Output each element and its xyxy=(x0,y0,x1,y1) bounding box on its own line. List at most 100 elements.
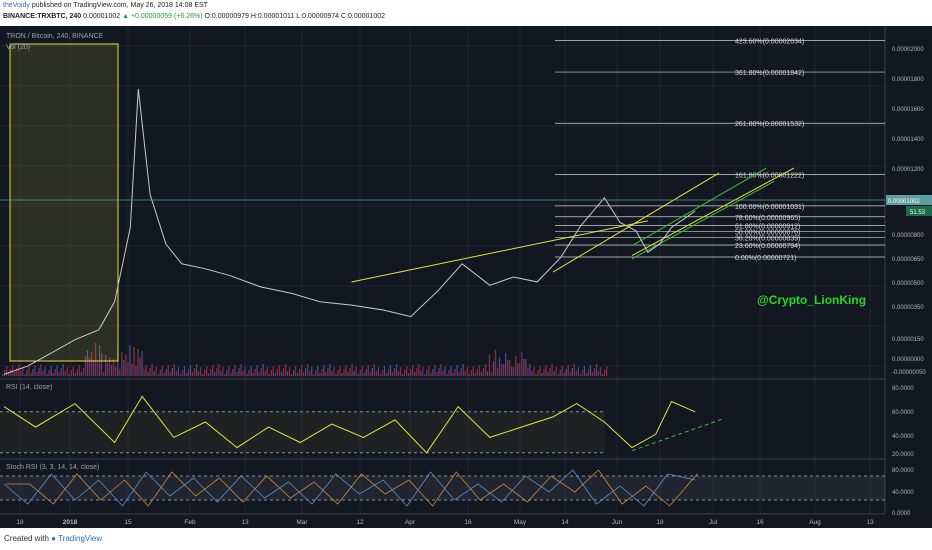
volume-bar xyxy=(296,373,299,376)
time-axis-tick: Mar xyxy=(296,519,308,526)
tradingview-brand[interactable]: TradingView xyxy=(58,534,103,543)
trendline[interactable] xyxy=(631,180,775,260)
volume-bar xyxy=(432,369,434,376)
volume-bar xyxy=(127,362,129,376)
volume-bar xyxy=(226,370,228,376)
volume-bar xyxy=(111,365,113,376)
volume-bar xyxy=(78,365,81,376)
volume-bar xyxy=(197,371,200,376)
volume-bar xyxy=(50,366,52,376)
volume-bar xyxy=(500,364,503,376)
time-axis-tick: 16 xyxy=(464,519,472,526)
volume-bar xyxy=(474,373,476,376)
stoch-axis-tick: 0.0000 xyxy=(892,511,911,517)
volume-bar xyxy=(113,359,115,376)
rsi-axis-tick: 80.0000 xyxy=(892,386,914,392)
trendline[interactable] xyxy=(631,167,767,247)
last-price: 0.00001002 xyxy=(83,13,121,20)
volume-bar xyxy=(387,369,390,376)
volume-bar xyxy=(545,365,547,376)
rsi-axis-tick: 60.0000 xyxy=(892,410,914,416)
volume-bar xyxy=(458,372,460,376)
volume-bar xyxy=(288,367,291,376)
volume-bar xyxy=(444,367,446,376)
volume-bar xyxy=(555,367,557,376)
volume-bar xyxy=(347,372,349,376)
volume-bar xyxy=(169,372,171,376)
volume-bar xyxy=(367,365,369,376)
volume-bar xyxy=(187,369,190,376)
volume-bar xyxy=(252,373,254,376)
trendline[interactable] xyxy=(631,167,795,256)
volume-bar xyxy=(391,372,394,376)
volume-bar xyxy=(56,365,58,376)
volume-bar xyxy=(286,371,289,376)
volume-bar xyxy=(157,374,159,376)
volume-bar xyxy=(250,366,252,376)
trendline[interactable] xyxy=(351,220,648,283)
volume-bar xyxy=(189,365,192,376)
stoch-label: Stoch RSI (3, 3, 14, 14, close) xyxy=(6,464,99,471)
volume-bar xyxy=(161,366,163,376)
volume-bar xyxy=(317,366,319,376)
volume-bar xyxy=(117,350,119,376)
volume-bar xyxy=(300,365,303,376)
volume-bar xyxy=(179,374,182,376)
volume-bar xyxy=(323,365,325,376)
trendline[interactable] xyxy=(552,172,720,273)
rsi-axis-tick: 20.0000 xyxy=(892,452,914,458)
volume-bar xyxy=(472,366,474,376)
time-axis-tick: 13 xyxy=(866,519,874,526)
price-axis-tick: 0.00001600 xyxy=(892,107,924,113)
time-axis-tick: 14 xyxy=(561,519,569,526)
volume-bar xyxy=(539,366,541,376)
price-axis-tick: 0.00001200 xyxy=(892,167,924,173)
volume-bar xyxy=(264,371,266,376)
volume-bar xyxy=(94,343,97,376)
volume-bar xyxy=(145,365,147,376)
volume-bar xyxy=(543,369,545,376)
volume-bar xyxy=(450,366,452,376)
rsi-label: RSI (14, close) xyxy=(6,384,52,391)
volume-bar xyxy=(216,368,218,376)
volume-bar xyxy=(585,373,588,376)
volume-bar xyxy=(496,368,499,376)
volume-bar xyxy=(559,370,561,376)
chart-svg[interactable]: 423.60%(0.00002034) 361.80%(0.00001842) 26… xyxy=(0,26,932,528)
volume-bar xyxy=(212,365,214,376)
volume-bar xyxy=(240,364,242,376)
volume-bar xyxy=(206,366,208,376)
volume-bar xyxy=(377,367,380,376)
time-axis-tick: 16 xyxy=(756,519,764,526)
volume-bar xyxy=(355,367,357,376)
rsi-band xyxy=(0,411,605,453)
highlight-box xyxy=(9,43,119,362)
volume-bar xyxy=(523,359,525,376)
rsi-trendline[interactable] xyxy=(631,418,724,452)
volume-bar xyxy=(173,364,175,376)
volume-bar xyxy=(466,367,468,376)
volume-bar xyxy=(529,364,531,376)
price-axis-tick: 0.00000350 xyxy=(892,305,924,311)
volume-bar xyxy=(262,364,264,376)
stoch-axis-tick: 40.0000 xyxy=(892,490,914,496)
volume-bar xyxy=(52,373,54,376)
volume-bar xyxy=(246,374,248,376)
chart-area[interactable]: 423.60%(0.00002034) 361.80%(0.00001842) 26… xyxy=(0,26,932,528)
volume-bar xyxy=(185,373,188,376)
volume-bar xyxy=(254,369,256,376)
volume-bar xyxy=(24,374,26,376)
volume-bar xyxy=(533,367,535,376)
volume-bar xyxy=(448,370,450,376)
volume-bar xyxy=(36,372,38,376)
volume-bar xyxy=(177,367,180,376)
volume-bar xyxy=(64,371,66,376)
volume-bar xyxy=(38,368,40,376)
time-axis-tick: 13 xyxy=(241,519,249,526)
volume-bar xyxy=(119,369,121,376)
volume-bar xyxy=(181,370,184,376)
volume-bar xyxy=(329,364,331,376)
volume-bar xyxy=(12,365,14,376)
volume-bar xyxy=(292,370,295,376)
author-link[interactable]: theVoidy xyxy=(3,2,30,9)
